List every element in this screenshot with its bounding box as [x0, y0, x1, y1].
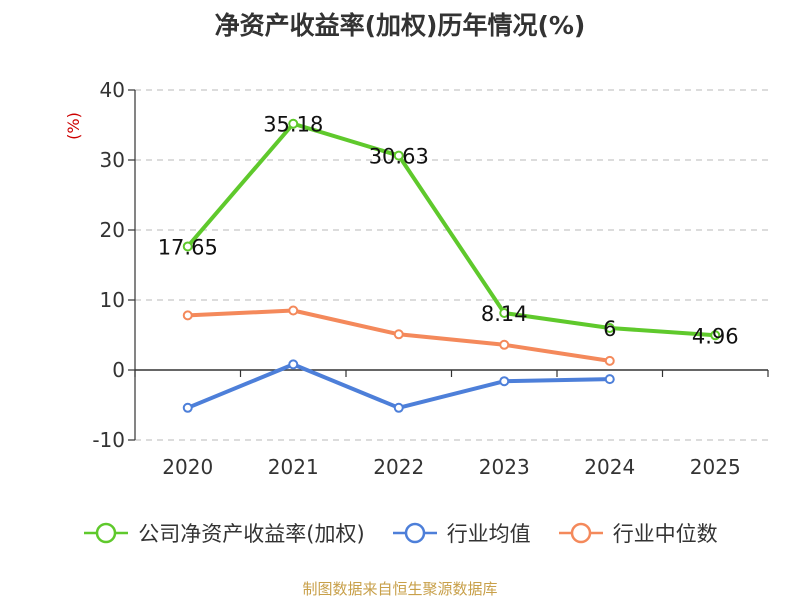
y-axis-unit: (%): [64, 112, 83, 140]
x-tick-label: 2020: [162, 455, 213, 479]
data-point: [393, 329, 404, 340]
x-tick-label: 2022: [373, 455, 424, 479]
data-point: [182, 241, 193, 252]
data-point: [710, 330, 721, 341]
data-point: [604, 355, 615, 366]
data-point: [499, 376, 510, 387]
y-tick-label: 30: [100, 148, 125, 172]
data-point: [288, 359, 299, 370]
data-point: [393, 402, 404, 413]
legend-item[interactable]: 行业中位数: [557, 518, 718, 548]
series-line: [185, 362, 612, 410]
data-label: 35.18: [263, 113, 323, 137]
series-lines: [182, 118, 721, 413]
legend-swatch-icon: [84, 522, 129, 544]
data-point: [604, 374, 615, 385]
y-tick-label: -10: [92, 428, 125, 452]
chart-title: 净资产收益率(加权)历年情况(%): [214, 11, 586, 40]
data-point: [604, 323, 615, 333]
y-tick-label: 20: [100, 218, 125, 242]
y-tick-label: 40: [100, 78, 125, 102]
legend-item[interactable]: 公司净资产收益率(加权): [82, 518, 365, 548]
data-label: 17.65: [158, 235, 218, 259]
data-label: 4.96: [692, 324, 739, 348]
grid-lines: [135, 89, 768, 441]
legend: 公司净资产收益率(加权) 行业均值 行业中位数: [0, 518, 800, 548]
legend-label: 公司净资产收益率(加权): [138, 522, 365, 546]
legend-swatch-icon: [558, 522, 603, 544]
y-tick-label: 0: [112, 358, 125, 382]
axes: -10 0 10 20 30 40 2020 2021 2022 2023 2024 2025: [92, 78, 769, 479]
data-labels: 17.65 35.18 30.63 8.14 6 4.96: [158, 113, 739, 349]
y-tick-label: 10: [100, 288, 125, 312]
data-label: 8.14: [481, 302, 528, 326]
x-tick-label: 2021: [268, 455, 319, 479]
data-point: [499, 339, 510, 350]
x-tick-label: 2023: [479, 455, 530, 479]
data-point: [182, 402, 193, 413]
data-point: [288, 118, 299, 129]
legend-label: 行业中位数: [612, 522, 718, 546]
legend-swatch-icon: [392, 522, 437, 544]
x-tick-label: 2024: [584, 455, 635, 479]
source-note: 制图数据来自恒生聚源数据库: [302, 580, 498, 598]
legend-item[interactable]: 行业均值: [391, 518, 531, 548]
legend-label: 行业均值: [446, 522, 531, 546]
data-label: 6: [603, 317, 616, 341]
data-label: 30.63: [369, 145, 429, 169]
data-point: [393, 150, 404, 161]
data-point: [499, 308, 510, 319]
data-point: [288, 305, 299, 316]
data-point: [182, 310, 193, 321]
series-line: [185, 121, 718, 338]
x-tick-label: 2025: [690, 455, 741, 479]
